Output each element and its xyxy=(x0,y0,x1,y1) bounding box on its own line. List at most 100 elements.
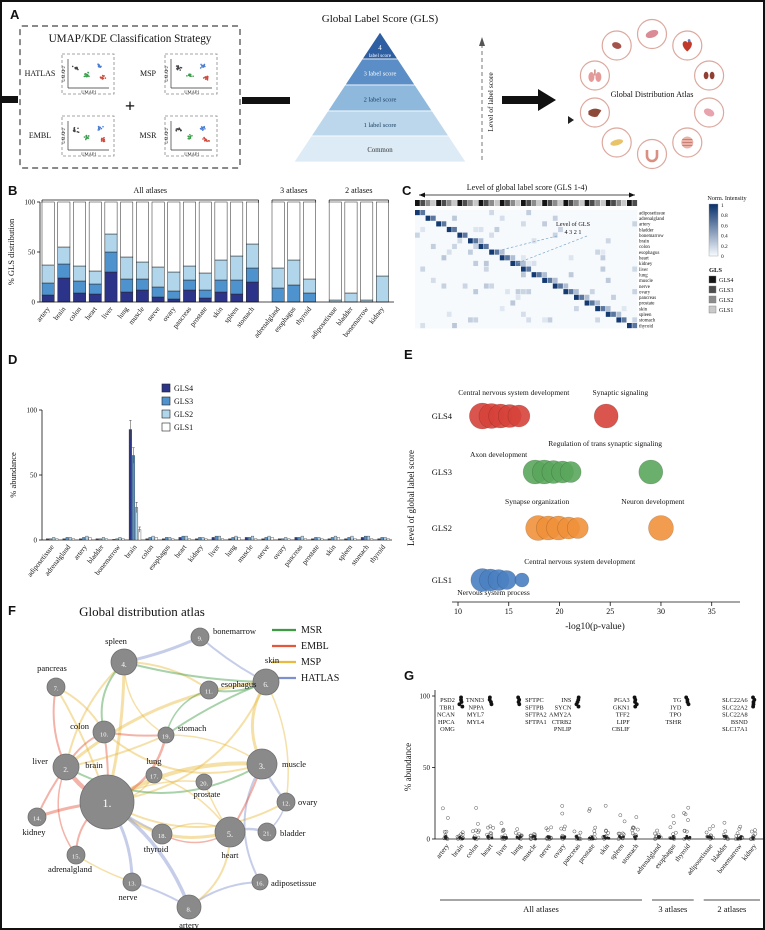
node-number-brain: 1. xyxy=(103,796,112,810)
umap-scatter-dot xyxy=(76,130,79,133)
point-stomach xyxy=(635,827,640,832)
point-prostate xyxy=(592,829,597,833)
umap1-label: UMAP1 xyxy=(184,152,200,157)
heatmap-cell xyxy=(462,283,468,289)
annotation-gls1: Nervous system process xyxy=(457,588,530,597)
heatmap-cell xyxy=(547,317,553,323)
heatmap-cell xyxy=(420,210,426,216)
heatmap-cell xyxy=(478,243,484,250)
bar-pancreas-gls2 xyxy=(300,535,304,541)
heatmap-cell xyxy=(563,289,569,295)
point-stomach xyxy=(631,825,636,830)
heatmap-cell xyxy=(452,215,457,221)
colorbar-tick-label: 0.6 xyxy=(721,223,728,229)
heatmap-cell xyxy=(430,215,436,221)
heatmap-row-label: skin xyxy=(639,307,648,312)
heatmap-cell xyxy=(621,317,627,323)
bar-prostate-gls4 xyxy=(198,297,212,303)
bubble-gls3 xyxy=(559,461,582,483)
colorbar-tick-label: 0 xyxy=(721,254,724,260)
x-tick-brain: brain xyxy=(450,842,465,859)
node-spleen xyxy=(110,648,138,676)
heatmap-cell xyxy=(415,232,420,238)
bar-nerve-gls3 xyxy=(264,537,268,541)
point-stomach xyxy=(633,835,636,839)
colon-shape xyxy=(645,150,659,163)
legend-swatch-gls3 xyxy=(161,396,171,406)
point-esophagus xyxy=(673,830,678,835)
bar-skin-gls1 xyxy=(214,201,228,261)
bar-lung-gls3 xyxy=(231,537,235,541)
point-lung xyxy=(513,830,518,835)
colorbar-title: Norm. Intensity xyxy=(707,195,747,202)
x-tick-nerve: nerve xyxy=(146,305,162,323)
bubble-gls4 xyxy=(593,403,619,429)
edge-spleen-skin xyxy=(123,661,267,683)
bar-liver-gls1 xyxy=(221,538,224,541)
y-tick-label: 50 xyxy=(30,472,38,480)
panel-d-label: D xyxy=(8,352,18,367)
heatmap-cell xyxy=(568,289,574,295)
bar-lung-gls4 xyxy=(228,538,232,541)
organ-lungs-icon xyxy=(579,60,611,91)
bar-bladder-gls2 xyxy=(344,292,358,303)
point-kidney-marker-high xyxy=(751,704,756,709)
umap-scatter-dot xyxy=(179,66,182,69)
heatmap-row-label: adrenalgland xyxy=(639,217,665,222)
point-stomach xyxy=(630,831,635,836)
bar-artery-gls1 xyxy=(88,537,92,541)
heatmap-cell xyxy=(526,317,532,323)
point-spleen xyxy=(619,836,623,839)
node-bladder xyxy=(257,822,277,842)
heatmap-cell xyxy=(616,311,622,317)
bar-brain-gls4 xyxy=(128,429,132,541)
gls-annotation-ticks: 4 3 2 1 xyxy=(564,229,581,236)
pancreas-shape xyxy=(610,139,624,146)
node-label-esophagus: esophagus xyxy=(221,679,256,689)
legend-label-gls2: GLS2 xyxy=(174,410,193,419)
organ-liver-icon xyxy=(579,97,611,128)
bar-brain-gls3 xyxy=(131,455,135,541)
bar-liver-gls1 xyxy=(104,201,118,235)
point-esophagus xyxy=(669,836,672,840)
heatmap-cell xyxy=(441,255,447,261)
heatmap-cell xyxy=(473,226,479,233)
gene-label-SFTPC: SFTPC xyxy=(525,697,544,704)
point-heart xyxy=(489,831,494,836)
point-ovary xyxy=(562,836,566,840)
legend-swatch-gls1 xyxy=(161,422,171,432)
gls-annotation-cell xyxy=(505,200,510,206)
heatmap-row-label: prostate xyxy=(639,302,654,307)
panel-c-heatmap: Level of global label score (GLS 1-4) adi… xyxy=(415,183,747,329)
annotation-gls4: Synaptic signaling xyxy=(593,388,649,397)
bar-kidney-gls3 xyxy=(198,537,202,541)
panel-b-gls-distribution-chart: 0 50 100 % GLS distribution All atlases 3 atl… xyxy=(6,186,394,340)
point-kidney xyxy=(753,831,758,836)
point-ovary xyxy=(562,827,567,832)
bar-spleen-gls3 xyxy=(230,279,244,295)
umap-scatter-dot xyxy=(84,73,86,76)
lung-lobe xyxy=(588,72,595,82)
x-tick-lung: lung xyxy=(116,305,130,320)
heatmap-cell xyxy=(457,238,463,244)
node-skin xyxy=(252,668,280,696)
node-number-spleen: 4. xyxy=(121,661,127,669)
umap-scatter-dot xyxy=(102,138,105,140)
heatmap-cell xyxy=(595,249,600,255)
edge-brain-skin xyxy=(106,681,267,803)
point-artery xyxy=(441,806,445,811)
point-adrenalgland xyxy=(653,837,657,841)
point-ovary xyxy=(563,824,567,829)
gls-annotation-cell xyxy=(420,200,426,206)
point-artery xyxy=(444,829,449,834)
bar-colon-gls3 xyxy=(73,280,86,294)
network-title: Global distribution atlas xyxy=(79,604,205,619)
point-bladder xyxy=(722,820,727,825)
heatmap-cell xyxy=(473,238,479,244)
x-tick-nerve: nerve xyxy=(255,543,271,561)
heatmap-cell xyxy=(430,243,436,250)
bar-bonemarrow-gls2 xyxy=(118,537,122,541)
umap-scatter-dot xyxy=(87,135,90,137)
gene-label-AMY2A: AMY2A xyxy=(549,712,572,719)
heatmap-row-label: bonemarrow xyxy=(639,234,664,239)
